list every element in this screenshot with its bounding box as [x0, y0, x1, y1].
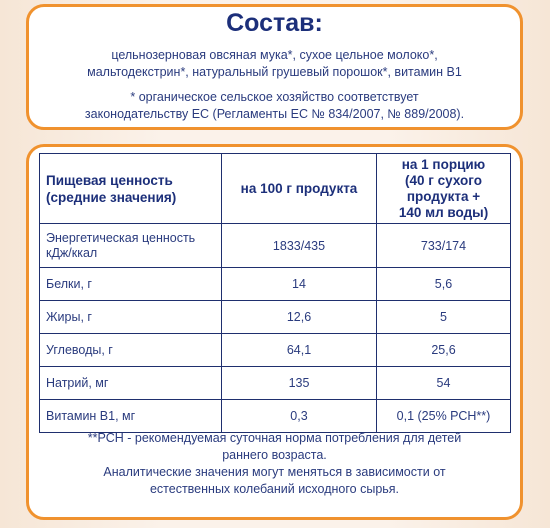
table-row: Витамин В1, мг 0,3 0,1 (25% РСН**) — [39, 399, 511, 433]
footnote-line: **РСН - рекомендуемая суточная норма пот… — [87, 431, 462, 445]
header-per-portion: на 1 порцию (40 г сухого продукта + 140 … — [376, 153, 511, 224]
organic-note-line: * органическое сельское хозяйство соотве… — [130, 90, 419, 104]
nutrition-table: Пищевая ценность (средние значения) на 1… — [39, 153, 511, 433]
value-per-portion: 0,1 (25% РСН**) — [376, 399, 511, 433]
value-per-portion: 5,6 — [376, 267, 511, 301]
row-label: Энергетическая ценность кДж/ккал — [39, 223, 222, 268]
row-label: Натрий, мг — [39, 366, 222, 400]
header-nutrition-value: Пищевая ценность (средние значения) — [39, 153, 222, 224]
organic-note-line: законодательству ЕС (Регламенты ЕС № 834… — [84, 107, 465, 121]
organic-note: * органическое сельское хозяйство соотве… — [33, 89, 516, 123]
header-per-100g: на 100 г продукта — [221, 153, 377, 224]
footnote-line: раннего возраста. — [222, 448, 327, 462]
nutrition-panel: Пищевая ценность (средние значения) на 1… — [26, 144, 523, 520]
header-line: на 1 порцию — [401, 156, 486, 172]
table-row: Углеводы, г 64,1 25,6 — [39, 333, 511, 367]
composition-title: Состав: — [226, 9, 323, 37]
header-line: 140 мл воды) — [398, 204, 489, 220]
row-label-line: Энергетическая ценность — [46, 230, 196, 245]
value-per-portion: 733/174 — [376, 223, 511, 268]
row-label: Жиры, г — [39, 300, 222, 334]
composition-panel: Состав: цельнозерновая овсяная мука*, су… — [26, 4, 523, 130]
value-per-portion: 54 — [376, 366, 511, 400]
value-per-100g: 0,3 — [221, 399, 377, 433]
table-row: Жиры, г 12,6 5 — [39, 300, 511, 334]
value-per-100g: 64,1 — [221, 333, 377, 367]
row-label-line: кДж/ккал — [46, 245, 98, 260]
value-per-100g: 14 — [221, 267, 377, 301]
footnote-line: естественных колебаний исходного сырья. — [149, 482, 400, 496]
value-per-100g: 12,6 — [221, 300, 377, 334]
header-line: Пищевая ценность — [46, 172, 173, 188]
table-row: Энергетическая ценность кДж/ккал 1833/43… — [39, 223, 511, 268]
header-line: (средние значения) — [46, 189, 177, 205]
ingredients-line: цельнозерновая овсяная мука*, сухое цель… — [111, 48, 438, 62]
header-line: продукта + — [406, 188, 481, 204]
value-per-portion: 5 — [376, 300, 511, 334]
footnote-line: Аналитические значения могут меняться в … — [103, 465, 446, 479]
value-per-100g: 1833/435 — [221, 223, 377, 268]
row-label: Витамин В1, мг — [39, 399, 222, 433]
table-row: Натрий, мг 135 54 — [39, 366, 511, 400]
ingredients-text: цельнозерновая овсяная мука*, сухое цель… — [33, 47, 516, 81]
ingredients-line: мальтодекстрин*, натуральный грушевый по… — [87, 65, 462, 79]
table-row: Белки, г 14 5,6 — [39, 267, 511, 301]
row-label: Белки, г — [39, 267, 222, 301]
value-per-portion: 25,6 — [376, 333, 511, 367]
footnote: **РСН - рекомендуемая суточная норма пот… — [33, 430, 516, 498]
header-line: (40 г сухого — [405, 172, 482, 188]
row-label: Углеводы, г — [39, 333, 222, 367]
table-header-row: Пищевая ценность (средние значения) на 1… — [39, 153, 511, 224]
value-per-100g: 135 — [221, 366, 377, 400]
